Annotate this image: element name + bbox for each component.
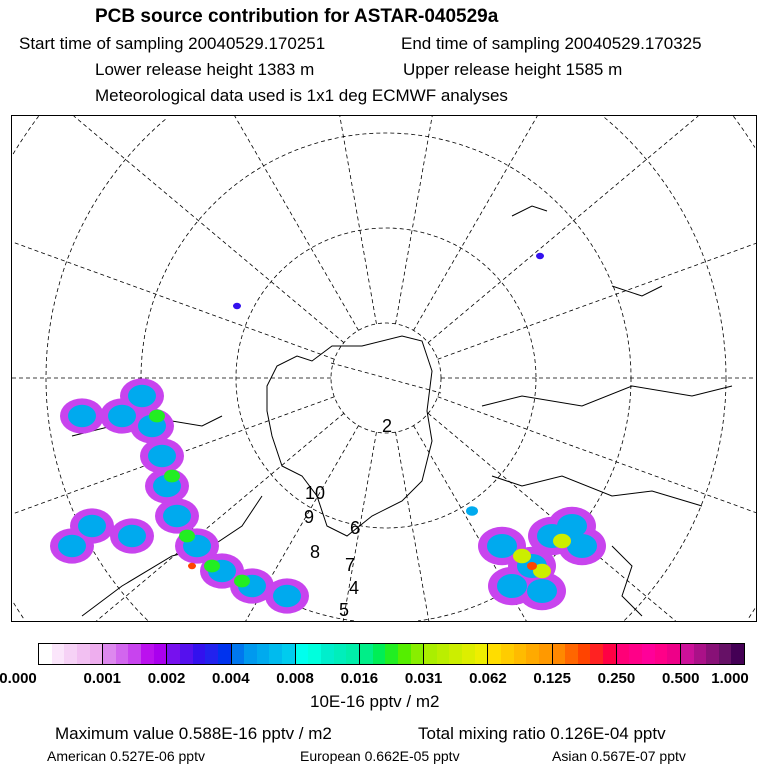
plume-cell — [108, 404, 136, 428]
polar-map: 2 4 5 6 7 8 9 10 — [12, 116, 756, 621]
colorbar — [38, 643, 745, 665]
map-panel: 2 4 5 6 7 8 9 10 — [11, 115, 757, 622]
latitude-circle — [12, 116, 756, 619]
plume-cell — [149, 409, 165, 423]
plume-cell — [78, 514, 106, 538]
colorbar-unit: 10E-16 pptv / m2 — [310, 692, 440, 711]
plume-cell — [527, 562, 537, 570]
meridian-line — [413, 116, 538, 331]
meridian-line — [413, 425, 527, 621]
colorbar-tick-label: 0.004 — [212, 670, 250, 687]
trajectory-label: 2 — [382, 416, 392, 436]
lower-release-height: Lower release height 1383 m — [95, 60, 315, 79]
plume-cell — [497, 574, 527, 598]
met-data-info: Meteorological data used is 1x1 deg ECMW… — [95, 86, 508, 105]
plume-cell — [533, 563, 551, 579]
trajectory-label: 6 — [350, 518, 360, 538]
plume-cell — [68, 404, 96, 428]
plume-cell — [527, 579, 557, 603]
colorbar-tick-label: 1.000 — [711, 670, 749, 687]
upper-release-height: Upper release height 1585 m — [403, 60, 623, 79]
plume-cell — [179, 529, 195, 543]
plume-cell — [513, 548, 531, 564]
concentration-plume — [50, 252, 606, 614]
meridian-line — [342, 432, 377, 621]
max-value: Maximum value 0.588E-16 pptv / m2 — [55, 724, 332, 743]
meridian-line — [395, 432, 430, 621]
colorbar-tick-label: 0.001 — [83, 670, 122, 687]
trajectory-label: 7 — [345, 555, 355, 575]
colorbar-tick-label: 0.016 — [340, 670, 379, 687]
colorbar-segment — [359, 644, 425, 664]
trajectory-label: 4 — [349, 578, 359, 598]
trajectory-label: 10 — [305, 483, 325, 503]
european-contribution: European 0.662E-05 pptv — [300, 748, 460, 764]
plot-title: PCB source contribution for ASTAR-040529… — [95, 6, 499, 27]
plume-cell — [233, 302, 241, 310]
meridian-line — [245, 425, 359, 621]
coastlines — [71, 205, 733, 617]
meridian-line — [437, 242, 756, 360]
plume-cell — [204, 559, 220, 573]
plume-cell — [58, 534, 86, 558]
colorbar-tick-label: 0.000 — [0, 670, 37, 687]
meridian-line — [395, 116, 433, 324]
colorbar-segment — [552, 644, 617, 664]
colorbar-segment — [295, 644, 360, 664]
colorbar-segment — [39, 644, 104, 664]
colorbar-segment — [167, 644, 232, 664]
latitude-circle — [330, 322, 442, 434]
meridian-line — [96, 413, 345, 621]
coast-eurasia — [481, 385, 733, 617]
lat-lon-grid — [12, 116, 756, 621]
coast-arctic-islands — [511, 205, 663, 297]
plume-cell — [128, 384, 156, 408]
colorbar-tick-label: 0.008 — [276, 670, 314, 687]
colorbar-segment — [103, 644, 168, 664]
colorbar-segment — [424, 644, 489, 664]
trajectory-label: 8 — [310, 542, 320, 562]
end-time: End time of sampling 20040529.170325 — [401, 34, 702, 53]
plume-cell — [466, 506, 478, 516]
start-time: Start time of sampling 20040529.170251 — [19, 34, 326, 53]
plume-cell — [188, 562, 196, 570]
plume-cell — [118, 524, 146, 548]
plume-cell — [163, 504, 191, 528]
plume-cell — [164, 469, 180, 483]
total-mixing-ratio: Total mixing ratio 0.126E-04 pptv — [418, 724, 666, 743]
plume-cell — [148, 444, 176, 468]
colorbar-segment — [488, 644, 553, 664]
plume-cell — [557, 514, 587, 538]
colorbar-segment — [680, 644, 745, 664]
trajectory-labels: 2 4 5 6 7 8 9 10 — [304, 416, 392, 620]
colorbar-segment — [231, 644, 296, 664]
colorbar-tick-label: 0.002 — [147, 670, 186, 687]
meridian-line — [234, 116, 359, 331]
meridian-line — [12, 241, 335, 360]
plume-cell — [234, 574, 250, 588]
asian-contribution: Asian 0.567E-07 pptv — [552, 748, 686, 764]
plume-cell — [487, 534, 517, 558]
plume-cell — [536, 252, 544, 260]
meridian-line — [427, 116, 699, 343]
plume-cell — [273, 584, 301, 608]
meridian-line — [437, 396, 756, 514]
colorbar-tick-label: 0.031 — [404, 670, 443, 687]
american-contribution: American 0.527E-06 pptv — [47, 748, 205, 764]
colorbar-tick-label: 0.500 — [661, 670, 700, 687]
colorbar-tick-label: 0.125 — [533, 670, 571, 687]
plume-cell — [553, 533, 571, 549]
meridian-line — [330, 362, 442, 394]
meridian-line — [73, 116, 345, 343]
coast-greenland — [266, 335, 433, 537]
plume-cell — [567, 534, 597, 558]
trajectory-label: 9 — [304, 507, 314, 527]
meridian-line — [339, 116, 377, 324]
colorbar-segment — [616, 644, 681, 664]
colorbar-tick-label: 0.062 — [469, 670, 507, 687]
colorbar-tick-label: 0.250 — [597, 670, 636, 687]
trajectory-label: 5 — [339, 600, 349, 620]
